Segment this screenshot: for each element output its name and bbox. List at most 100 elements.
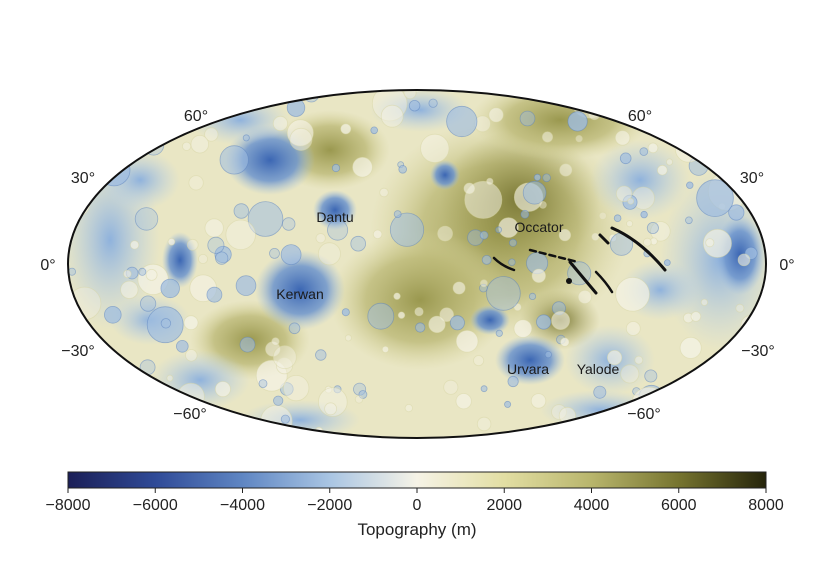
crater: [446, 105, 478, 138]
crater: [160, 318, 172, 329]
crater: [186, 238, 199, 251]
lat-label-right-60: 60°: [628, 108, 652, 125]
crater: [403, 90, 417, 100]
crater: [167, 238, 176, 246]
colorbar-tick-label: −4000: [220, 497, 265, 514]
crater: [204, 127, 219, 142]
crater: [219, 145, 249, 175]
crater: [398, 165, 408, 174]
crater: [597, 409, 625, 436]
crater: [531, 268, 547, 284]
crater: [455, 329, 479, 353]
crater: [420, 133, 450, 163]
crater: [214, 381, 231, 398]
crater: [123, 269, 132, 279]
crater: [324, 402, 338, 416]
crater: [449, 315, 465, 331]
crater: [190, 134, 210, 154]
crater: [522, 180, 547, 205]
crater: [619, 152, 632, 165]
crater: [495, 329, 503, 337]
crater: [273, 395, 284, 406]
crater: [340, 123, 352, 135]
crater: [397, 311, 406, 319]
crater: [140, 97, 155, 112]
fracture-lines: [492, 226, 667, 295]
crater: [393, 292, 401, 300]
crater: [393, 210, 402, 219]
crater: [380, 104, 404, 128]
crater: [149, 90, 183, 120]
crater: [97, 153, 131, 187]
crater: [753, 310, 764, 321]
crater: [379, 187, 389, 198]
crater: [536, 314, 552, 330]
crater: [120, 280, 139, 299]
crater: [104, 305, 122, 324]
crater: [559, 163, 573, 177]
colorbar-tick-label: −6000: [133, 497, 178, 514]
lat-label-left-30: 30°: [71, 170, 95, 187]
crater: [288, 322, 301, 335]
crater: [685, 216, 693, 225]
crater: [504, 400, 512, 408]
crater: [134, 207, 159, 231]
crater: [705, 238, 715, 248]
crater: [551, 310, 571, 330]
crater: [544, 350, 552, 359]
crater: [528, 292, 537, 300]
crater: [161, 123, 169, 132]
crater: [341, 308, 350, 317]
crater: [210, 90, 243, 117]
crater: [317, 242, 341, 266]
crater: [690, 311, 702, 322]
lat-label-left-minus60: −60°: [173, 406, 207, 423]
crater: [272, 115, 288, 132]
colorbar-tick-label: 2000: [486, 497, 522, 514]
crater: [715, 355, 734, 374]
crater: [756, 136, 766, 164]
lat-label-right-minus60: −60°: [627, 406, 661, 423]
crater: [130, 240, 140, 250]
crater: [207, 236, 225, 254]
crater: [428, 98, 438, 108]
crater: [704, 378, 716, 390]
crater: [663, 259, 671, 267]
crater: [533, 173, 542, 181]
crater: [110, 129, 129, 149]
crater: [214, 245, 232, 264]
crater: [211, 412, 223, 424]
colorbar-tick-label: −2000: [307, 497, 352, 514]
crater: [666, 158, 674, 166]
crater: [646, 221, 659, 234]
lat-label-right-30: 30°: [740, 170, 764, 187]
crater: [271, 337, 280, 346]
crater: [725, 142, 732, 150]
crater: [315, 349, 327, 361]
crater: [554, 92, 565, 104]
crater: [463, 182, 476, 195]
crater: [68, 189, 91, 218]
crater: [649, 237, 658, 246]
crater: [614, 130, 631, 146]
crater: [327, 219, 349, 241]
crater: [593, 385, 607, 399]
crater: [735, 303, 745, 313]
crater: [188, 175, 204, 191]
crater: [206, 286, 223, 303]
crater: [694, 367, 725, 398]
crater: [539, 200, 547, 209]
crater: [520, 209, 530, 219]
crater: [687, 107, 713, 133]
crater: [626, 220, 634, 228]
lat-label-left-minus30: −30°: [61, 343, 95, 360]
crater: [513, 319, 533, 338]
colorbar-ticks: −8000 −6000 −4000 −2000 0 2000 4000 6000 8000: [46, 488, 784, 514]
crater: [372, 229, 383, 240]
crater: [479, 230, 489, 240]
colorbar-tick-label: 6000: [661, 497, 697, 514]
crater: [542, 173, 551, 183]
crater: [486, 276, 521, 311]
crater: [352, 156, 373, 178]
crater: [452, 281, 466, 295]
